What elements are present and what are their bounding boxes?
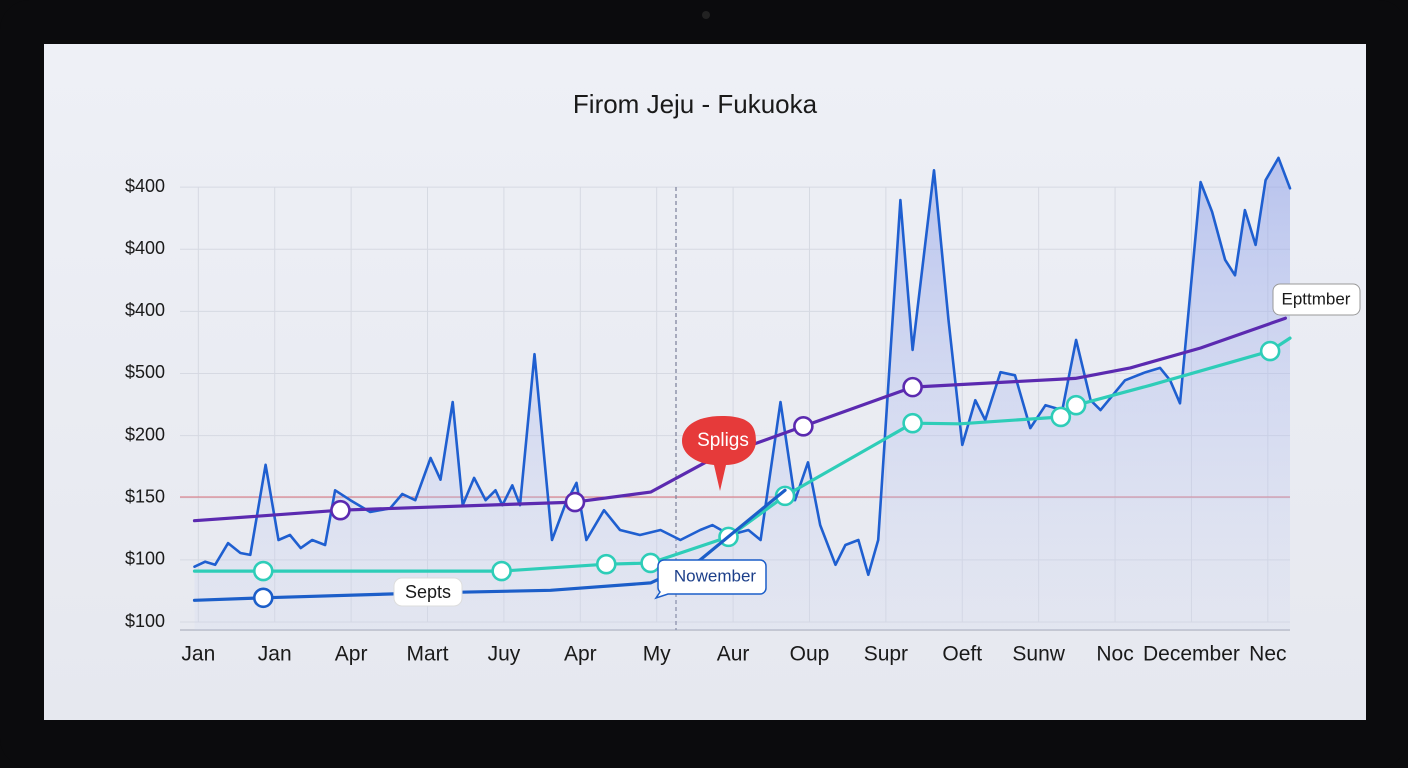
marker: [640, 552, 661, 574]
x-tick-label: Jan: [181, 643, 215, 666]
x-tick-label: December: [1143, 643, 1240, 666]
label-box: [393, 577, 463, 607]
y-tick-label: $150: [125, 486, 165, 506]
y-tick-label: $400: [125, 176, 165, 196]
x-tick-label: My: [643, 643, 671, 666]
marker: [595, 553, 617, 575]
y-tick-label: $500: [125, 362, 165, 382]
x-tick-label: Supr: [864, 643, 908, 666]
marker: [902, 376, 923, 398]
marker: [491, 560, 512, 582]
y-tick-label: $400: [125, 300, 165, 320]
label-box: [1272, 283, 1361, 316]
marker: [1259, 340, 1281, 362]
line: [192, 488, 787, 602]
x-tick-label: Oeft: [942, 643, 982, 666]
annotation: Nowember: [674, 566, 757, 585]
marker: [1065, 394, 1087, 416]
camera: [702, 11, 710, 19]
annotation: Septs: [405, 582, 451, 602]
line: [192, 336, 1292, 573]
y-tick-label: $100: [125, 611, 165, 631]
plot: $100 $100 $150 $200 $500 $400 $400 $400 Jan Jan Ap…: [125, 156, 1361, 666]
y-tick-label: $400: [125, 238, 165, 258]
y-tick-label: $100: [125, 549, 165, 569]
marker: [252, 587, 274, 609]
x-tick-label: Nec: [1249, 643, 1286, 666]
x-tick-label: Sunw: [1012, 643, 1065, 666]
marker: [1050, 406, 1072, 428]
chart-title: Firom Jeju - Fukuoka: [573, 89, 818, 119]
x-tick-label: Apr: [564, 643, 597, 666]
x-tick-label: Juy: [488, 643, 521, 666]
area: [194, 157, 1290, 630]
x-tick-label: Oup: [790, 643, 830, 666]
annotation: Epttmber: [1282, 289, 1351, 308]
marker: [564, 491, 586, 513]
x-tick-label: Apr: [335, 643, 368, 666]
y-tick-label: $200: [125, 424, 165, 444]
annotation: Spligs: [697, 430, 749, 451]
x-tick-label: Jan: [258, 643, 292, 666]
marker: [330, 499, 351, 521]
marker: [793, 415, 814, 437]
x-tick-label: Mart: [407, 643, 449, 666]
marker: [252, 560, 274, 582]
x-tick-label: Aur: [717, 643, 750, 666]
x-tick-label: Noc: [1096, 643, 1133, 666]
marker: [902, 412, 923, 434]
callout: [682, 416, 756, 491]
callout: [654, 559, 767, 600]
